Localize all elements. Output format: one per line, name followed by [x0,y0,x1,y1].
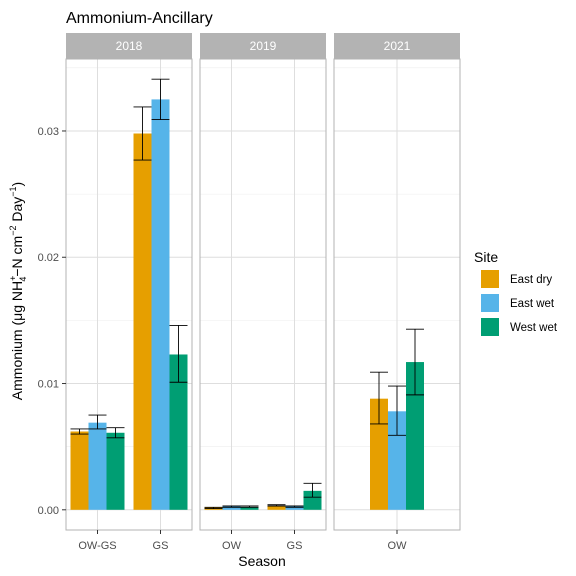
error-bar [406,328,424,396]
bar-east-wet-ow [222,506,241,510]
legend-title: Site [474,249,498,265]
panel-background [200,59,326,530]
bar-east-wet-ow [388,411,406,510]
error-bar [106,427,125,439]
y-axis-title-day: Day [9,197,25,226]
y-axis-title-middle: −N cm [9,236,25,277]
y-axis-title-prefix: Ammonium (μg NH [9,281,25,400]
bar-west-wet-gs [303,490,322,510]
chart-title: Ammonium-Ancillary [66,10,213,27]
legend-item-east-wet: East wet [481,294,555,312]
legend-label: East wet [510,298,555,310]
error-bar [88,414,107,430]
facet-strip [200,33,326,59]
y-axis-title: Ammonium (μg NH+4−N cm−2 Day−1) [8,182,28,400]
bar-west-wet-ow-gs [106,432,125,510]
legend-swatch [481,294,499,312]
bar-west-wet-ow [406,362,424,510]
bar-east-wet-gs [151,99,170,510]
bar-west-wet-gs [169,354,188,510]
y-tick-label: 0.03 [38,126,59,138]
error-bar [222,505,241,508]
y-axis-title-superscript: + [8,276,18,281]
panel-border [65,58,193,531]
panel-border [199,58,327,531]
error-bar [204,506,223,509]
bar-west-wet-ow [240,507,259,510]
bar-east-dry-gs [133,133,152,510]
bar-east-wet-gs [285,506,304,510]
error-bar [151,78,170,121]
error-bar [267,504,286,507]
facet-strip [334,33,460,59]
x-axis-title: Season [238,553,285,569]
facet-panel-2021: 2021 OW [333,33,461,552]
legend-swatch [481,270,499,288]
facet-panel-2018: 2018 OW-GS GS [65,33,193,552]
x-tick-label: OW [388,540,408,552]
y-tick-label: 0.00 [38,505,59,517]
bar-east-wet-ow-gs [88,422,107,510]
facet-panel-2019: 2019 OW GS [199,33,327,552]
legend-label: East dry [510,274,552,286]
y-tick-label: 0.02 [38,252,59,264]
facet-strip [66,33,192,59]
y-axis-title-subscript: 4 [18,277,28,282]
facet-strip-label: 2021 [384,39,411,53]
legend-item-east-dry: East dry [481,270,552,288]
y-axis-title-superscript-2: −2 [8,226,18,236]
legend-swatch [481,318,499,336]
legend-item-west-wet: West wet [481,318,558,336]
y-tick-label: 0.01 [38,379,59,391]
bar-east-dry-ow [370,398,388,510]
error-bar [70,428,89,435]
y-axis-title-superscript-3: −1 [8,186,18,196]
error-bar [169,324,188,383]
error-bar [285,505,304,508]
x-tick-label: GS [287,540,303,552]
error-bar [133,106,152,161]
y-axis: 0.00 0.01 0.02 0.03 [38,126,66,517]
facet-strip-label: 2018 [116,39,143,53]
facet-strip-label: 2019 [250,39,277,53]
legend: Site East dry East wet West wet [474,249,558,336]
legend-items: East dry East wet West wet [481,270,558,336]
legend-label: West wet [510,322,558,334]
error-bar [388,385,406,436]
bar-east-dry-gs [267,506,286,510]
error-bar [240,505,259,508]
error-bar [303,482,322,498]
y-axis-title-close: ) [9,182,25,187]
x-tick-label: OW-GS [78,540,116,552]
x-tick-label: GS [153,540,169,552]
error-bar [370,371,388,425]
bar-east-dry-ow-gs [70,431,89,510]
x-tick-label: OW [222,540,242,552]
